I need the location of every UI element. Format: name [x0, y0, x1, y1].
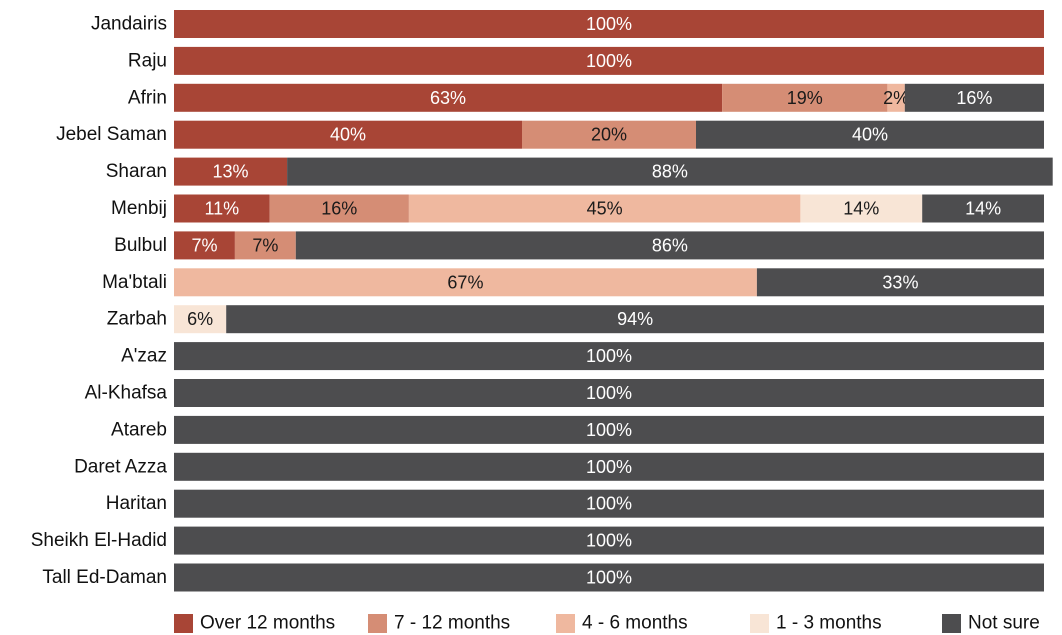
legend-swatch-1-3-months — [750, 614, 769, 633]
bar-segment-over-12-months-jandairis — [174, 10, 1044, 38]
category-label-a-zaz: A'zaz — [121, 346, 167, 367]
legend-swatch-not-sure — [942, 614, 961, 633]
bar-segment-not-sure-al-khafsa — [174, 379, 1044, 407]
bar-segment-7-12-months-bulbul — [234, 231, 296, 260]
category-label-ma-btali: Ma'btali — [102, 272, 167, 293]
data-label-1-3-months-zarbah: 6% — [187, 309, 213, 329]
bar-segment-1-3-months-zarbah — [174, 305, 227, 334]
data-label-4-6-months-afrin: 2% — [883, 88, 909, 108]
data-label-7-12-months-bulbul: 7% — [252, 235, 278, 255]
bar-segment-over-12-months-menbij — [174, 194, 270, 223]
bar-segment-7-12-months-jebel-saman — [522, 120, 696, 149]
data-label-1-3-months-menbij: 14% — [843, 199, 879, 219]
bar-segment-not-sure-sharan — [287, 157, 1053, 186]
data-label-not-sure-menbij: 14% — [965, 199, 1001, 219]
data-label-not-sure-afrin: 16% — [956, 88, 992, 108]
bar-segment-over-12-months-afrin — [174, 83, 723, 112]
data-label-over-12-months-jebel-saman: 40% — [330, 125, 366, 145]
bar-segment-not-sure-menbij — [922, 194, 1044, 223]
data-label-7-12-months-menbij: 16% — [321, 199, 357, 219]
bar-segment-over-12-months-sharan — [174, 157, 288, 186]
legend-label-not-sure: Not sure — [968, 613, 1040, 634]
bar-segment-not-sure-jebel-saman — [696, 120, 1044, 149]
legend-label-1-3-months: 1 - 3 months — [776, 613, 882, 634]
category-label-zarbah: Zarbah — [107, 309, 167, 330]
data-label-over-12-months-raju: 100% — [586, 51, 632, 71]
category-label-tall-ed-daman: Tall Ed-Daman — [42, 567, 167, 588]
bar-segment-1-3-months-menbij — [800, 194, 923, 223]
bar-area: 100% 100% 63% 19% 2% 16% 40% 20% 40% 13% 88% 11% 16%… — [174, 10, 1053, 592]
data-label-not-sure-atareb: 100% — [586, 420, 632, 440]
legend-swatch-over-12-months — [174, 614, 193, 633]
legend-swatch-4-6-months — [556, 614, 575, 633]
category-label-bulbul: Bulbul — [114, 235, 167, 256]
bar-segment-over-12-months-jebel-saman — [174, 120, 522, 149]
legend-label-7-12-months: 7 - 12 months — [394, 613, 510, 634]
category-label-menbij: Menbij — [111, 198, 167, 219]
bar-segment-7-12-months-afrin — [722, 83, 888, 112]
data-label-over-12-months-sharan: 13% — [213, 162, 249, 182]
category-label-al-khafsa: Al-Khafsa — [85, 383, 168, 404]
data-label-7-12-months-afrin: 19% — [787, 88, 823, 108]
data-label-not-sure-tall-ed-daman: 100% — [586, 568, 632, 588]
data-label-over-12-months-jandairis: 100% — [586, 14, 632, 34]
bar-segment-4-6-months-afrin — [887, 83, 905, 112]
bar-segment-not-sure-sheikh-el-hadid — [174, 526, 1044, 555]
data-label-over-12-months-bulbul: 7% — [191, 235, 217, 255]
category-label-atareb: Atareb — [111, 419, 167, 440]
data-label-4-6-months-ma-btali: 67% — [447, 272, 483, 292]
bar-segment-not-sure-ma-btali — [756, 268, 1044, 297]
bar-segment-not-sure-zarbah — [226, 305, 1044, 334]
data-label-not-sure-sheikh-el-hadid: 100% — [586, 531, 632, 551]
category-label-sharan: Sharan — [106, 161, 167, 182]
data-label-not-sure-daret-azza: 100% — [586, 457, 632, 477]
bar-segment-over-12-months-bulbul — [174, 231, 235, 260]
bar-segment-not-sure-daret-azza — [174, 452, 1044, 481]
legend-label-over-12-months: Over 12 months — [200, 613, 335, 634]
data-label-4-6-months-menbij: 45% — [587, 199, 623, 219]
category-label-haritan: Haritan — [106, 493, 167, 514]
data-label-over-12-months-menbij: 11% — [204, 199, 239, 219]
category-label-jebel-saman: Jebel Saman — [56, 124, 167, 145]
data-label-not-sure-a-zaz: 100% — [586, 346, 632, 366]
bar-segment-not-sure-afrin — [904, 83, 1044, 112]
legend-label-4-6-months: 4 - 6 months — [582, 613, 688, 634]
bar-segment-not-sure-atareb — [174, 415, 1044, 444]
bar-segment-4-6-months-ma-btali — [174, 268, 757, 297]
bar-segment-7-12-months-menbij — [269, 194, 409, 223]
legend: Over 12 months 7 - 12 months 4 - 6 months 1… — [174, 613, 1040, 634]
category-label-daret-azza: Daret Azza — [74, 456, 167, 477]
data-label-not-sure-jebel-saman: 40% — [852, 125, 888, 145]
legend-swatch-7-12-months — [368, 614, 387, 633]
data-label-not-sure-ma-btali: 33% — [882, 272, 918, 292]
bar-segment-not-sure-tall-ed-daman — [174, 563, 1044, 592]
data-label-over-12-months-afrin: 63% — [430, 88, 466, 108]
data-label-not-sure-bulbul: 86% — [652, 235, 688, 255]
category-label-raju: Raju — [128, 50, 167, 71]
category-label-jandairis: Jandairis — [91, 14, 167, 35]
bar-segment-4-6-months-menbij — [408, 194, 801, 223]
bar-segment-not-sure-a-zaz — [174, 342, 1044, 371]
bar-segment-not-sure-bulbul — [295, 231, 1044, 260]
data-label-not-sure-al-khafsa: 100% — [586, 383, 632, 403]
category-labels: Jandairis Raju Afrin Jebel Saman Sharan Menbi… — [31, 14, 168, 589]
category-label-sheikh-el-hadid: Sheikh El-Hadid — [31, 530, 167, 551]
data-label-not-sure-sharan: 88% — [652, 162, 688, 182]
data-label-not-sure-haritan: 100% — [586, 494, 632, 514]
category-label-afrin: Afrin — [128, 87, 167, 108]
bar-segment-not-sure-haritan — [174, 489, 1044, 518]
data-label-not-sure-zarbah: 94% — [617, 309, 653, 329]
bar-segment-over-12-months-raju — [174, 46, 1044, 75]
data-label-7-12-months-jebel-saman: 20% — [591, 125, 627, 145]
